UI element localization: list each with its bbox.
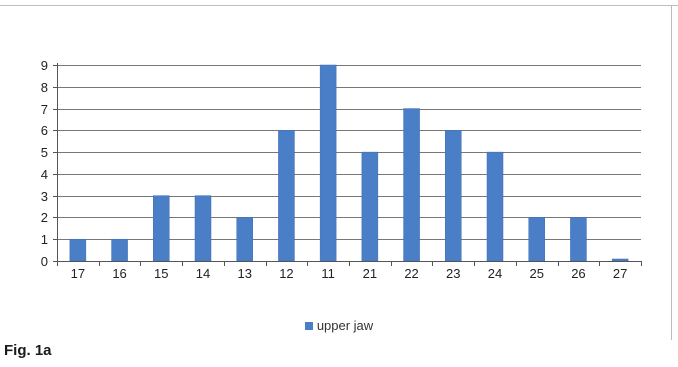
- bars: [69, 64, 629, 262]
- bar-14: [194, 195, 212, 262]
- bar-16: [111, 238, 128, 262]
- x-tick-label: 16: [112, 266, 126, 281]
- bar-23: [445, 130, 462, 262]
- x-tick-label: 15: [154, 266, 168, 281]
- bar-22: [403, 108, 420, 262]
- y-tick-label: 8: [41, 80, 48, 95]
- y-tick-label: 3: [41, 189, 48, 204]
- y-tick-label: 9: [41, 58, 48, 73]
- x-tick-label: 13: [237, 266, 251, 281]
- x-tick-label: 27: [613, 266, 627, 281]
- bar-12: [278, 130, 295, 262]
- x-tick-label: 23: [446, 266, 460, 281]
- bar-24: [486, 151, 504, 262]
- legend: upper jaw: [0, 318, 678, 333]
- x-tick-label: 11: [321, 266, 335, 281]
- y-tick-label: 2: [41, 210, 48, 225]
- bar-17: [69, 238, 87, 262]
- axes: [53, 63, 642, 266]
- y-tick-label: 1: [41, 232, 48, 247]
- gridlines: [57, 65, 641, 240]
- bar-15: [153, 195, 170, 262]
- y-tick-label: 6: [41, 123, 48, 138]
- x-tick-label: 17: [71, 266, 85, 281]
- legend-swatch-upper-jaw: [304, 321, 313, 330]
- x-tick-label: 24: [488, 266, 502, 281]
- x-tick-label: 26: [571, 266, 585, 281]
- bar-21: [361, 151, 379, 262]
- figure-label: Fig. 1a: [4, 342, 52, 359]
- bar-26: [570, 217, 587, 262]
- bar-27: [611, 258, 629, 262]
- x-tick-label: 22: [404, 266, 418, 281]
- x-tick-label: 12: [279, 266, 293, 281]
- x-tick-label: 21: [363, 266, 377, 281]
- y-tick-label: 4: [41, 167, 48, 182]
- x-tick-label: 14: [196, 266, 210, 281]
- legend-label-upper-jaw: upper jaw: [316, 318, 374, 333]
- y-tick-label: 0: [41, 254, 48, 269]
- y-tick-label: 5: [41, 145, 48, 160]
- bar-25: [528, 217, 545, 262]
- y-tick-label: 7: [41, 102, 48, 117]
- x-tick-label: 25: [529, 266, 543, 281]
- bar-11: [319, 64, 337, 262]
- bar-13: [236, 217, 253, 262]
